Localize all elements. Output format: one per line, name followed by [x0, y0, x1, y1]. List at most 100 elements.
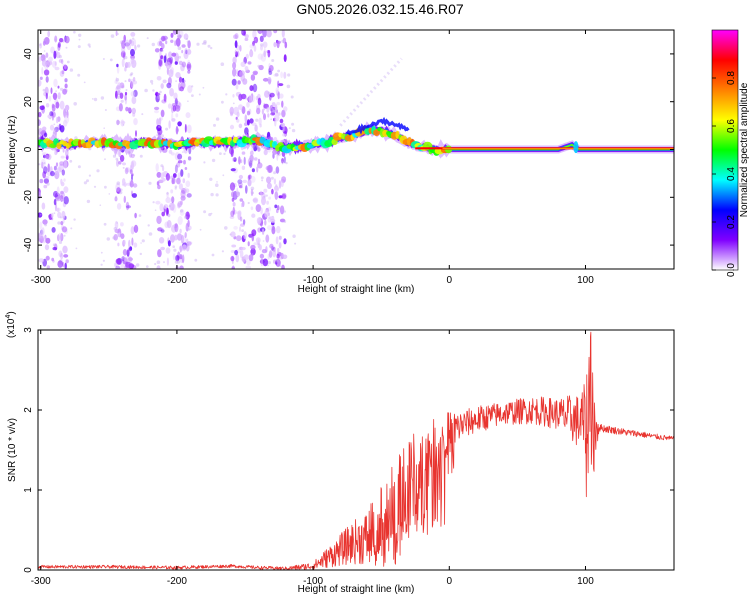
heatmap-speckle [60, 87, 64, 91]
snr-y-ticks: 0 1 2 3 [23, 327, 674, 573]
heatmap-speckle [230, 250, 236, 253]
heatmap-speckle [236, 69, 239, 75]
heatmap-speckle [181, 49, 184, 54]
heatmap-speckle [184, 212, 187, 215]
heatmap-speckle [125, 39, 130, 48]
heatmap-speckle [177, 153, 183, 160]
heatmap-speckle [115, 30, 118, 36]
heatmap-speckle [161, 211, 165, 217]
heatmap-speckle [179, 254, 183, 260]
heatmap-speckle [243, 156, 246, 165]
heatmap-speckle [257, 30, 263, 34]
heatmap-blob [56, 142, 62, 149]
heatmap-trail [339, 57, 403, 127]
heatmap-speckle [130, 48, 135, 57]
heatmap-speckle [255, 204, 262, 213]
heatmap-speckle [203, 161, 206, 164]
heatmap-speckle [266, 176, 272, 184]
heatmap-speckle [255, 96, 259, 101]
heatmap-speckle [158, 237, 165, 244]
heatmap-speckle [57, 85, 60, 89]
heatmap-speckle [130, 39, 132, 42]
heatmap-speckle [287, 73, 291, 77]
heatmap-speckle [47, 30, 51, 38]
heatmap-speckle [240, 61, 246, 67]
heatmap-speckle [253, 45, 257, 52]
heatmap-speckle [42, 126, 47, 131]
heatmap-speckle [238, 156, 241, 165]
heatmap-speckle [58, 123, 62, 131]
heatmap-speckle [260, 207, 263, 215]
heatmap-speckle [177, 216, 183, 225]
heatmap-speckle [51, 60, 57, 68]
heatmap-speckle [114, 262, 118, 268]
heatmap-speckle [250, 74, 256, 81]
heatmap-speckle [267, 91, 271, 95]
heatmap-speckle [232, 94, 235, 98]
heatmap-speckle [163, 93, 167, 102]
heatmap-speckle [221, 250, 224, 253]
heatmap-speckle [56, 207, 60, 213]
heatmap-speckle [114, 196, 118, 202]
heatmap-speckle [146, 37, 149, 40]
heatmap-speckle [185, 188, 190, 193]
heatmap-speckle [53, 50, 57, 59]
heatmap-speckle [270, 176, 274, 180]
heatmap-speckle [128, 179, 134, 188]
heatmap-speckle [177, 202, 181, 209]
heatmap-speckle [162, 79, 167, 84]
heatmap-speckle [117, 232, 121, 238]
heatmap-speckle [277, 91, 280, 100]
heatmap-speckle [134, 45, 137, 51]
heatmap-speckle [158, 117, 163, 121]
heatmap-speckle [191, 85, 194, 88]
heatmap-speckle [57, 234, 60, 242]
heatmap-speckle [278, 180, 282, 189]
heatmap-speckle [47, 163, 50, 172]
heatmap-speckle [268, 78, 272, 85]
heatmap-speckle [229, 182, 236, 191]
heatmap-speckle [116, 63, 119, 68]
heatmap-speckle [248, 94, 253, 104]
heatmap-speckle [187, 40, 191, 49]
heatmap-speckle [231, 265, 235, 269]
heatmap-speckle [58, 240, 63, 244]
heatmap-speckle [239, 185, 243, 189]
heatmap-speckle [78, 33, 82, 37]
heatmap-speckle [124, 80, 127, 83]
heatmap-speckle [106, 237, 111, 241]
heatmap-speckle [148, 232, 153, 236]
heatmap-speckle [245, 53, 249, 59]
heatmap-speckle [165, 207, 168, 217]
heatmap-speckle [251, 191, 254, 195]
heatmap-speckle [274, 104, 278, 111]
heatmap-speckle [251, 213, 256, 218]
heatmap-speckle [99, 204, 102, 206]
heatmap-speckle [196, 42, 200, 46]
heatmap-speckle [43, 154, 47, 159]
heatmap-speckle [280, 71, 283, 79]
heatmap-speckle [236, 74, 239, 77]
heatmap-speckle [232, 206, 235, 215]
heatmap-speckle [178, 34, 182, 38]
heatmap-speckle [115, 265, 121, 269]
heatmap-speckle [256, 166, 259, 173]
heatmap-speckle [120, 99, 124, 103]
colorbar-tick-label: 0.2 [726, 215, 737, 229]
heatmap-speckle [222, 174, 225, 177]
heatmap-speckle [186, 64, 191, 69]
heatmap-speckle [54, 66, 60, 71]
heatmap-speckle [179, 86, 185, 92]
heatmap-speckle [62, 217, 65, 224]
heatmap-speckle [265, 246, 268, 253]
heatmap-speckle [175, 80, 178, 82]
heatmap-speckle [174, 164, 178, 174]
heatmap-speckle [86, 199, 91, 204]
heatmap-speckle [170, 39, 174, 43]
heatmap-speckle [38, 233, 43, 240]
heatmap-speckle [281, 39, 285, 43]
heatmap-speckle [184, 48, 188, 55]
heatmap-speckle [170, 234, 175, 243]
heatmap-speckle [178, 82, 182, 92]
x-tick-label: -300 [31, 275, 51, 286]
